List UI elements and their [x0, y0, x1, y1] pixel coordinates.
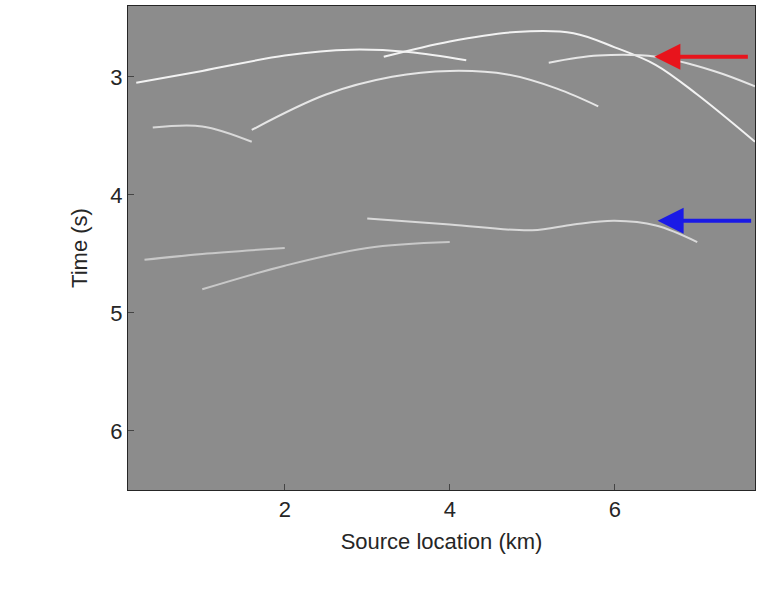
svg-text:2: 2: [279, 497, 291, 522]
svg-text:Source location (km): Source location (km): [341, 529, 543, 554]
svg-text:4: 4: [110, 183, 122, 208]
svg-text:3: 3: [110, 65, 122, 90]
svg-text:6: 6: [110, 419, 122, 444]
svg-text:5: 5: [110, 301, 122, 326]
svg-text:Time (s): Time (s): [67, 208, 92, 288]
svg-text:6: 6: [609, 497, 621, 522]
svg-text:4: 4: [444, 497, 456, 522]
